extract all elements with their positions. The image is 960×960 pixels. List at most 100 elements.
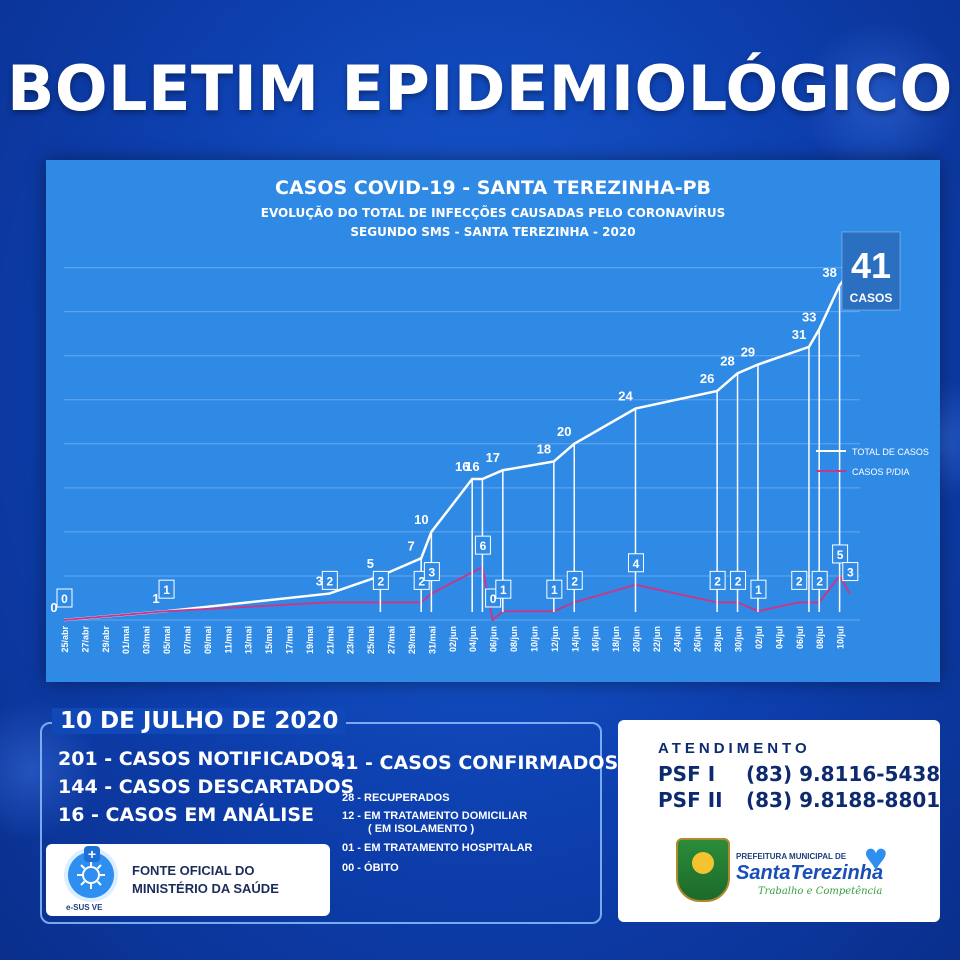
daily-label-box [566,570,583,590]
latest-total-caption: CASOS [850,291,893,305]
source-box: + e-SUS VE FONTE OFICIAL DO MINISTÉRIO D… [46,844,330,916]
contact-box: ATENDIMENTO PSF I (83) 9.8116-5438 PSF I… [618,720,940,922]
x-tick-label: 10/jul [836,626,846,649]
psf1-label: PSF I [658,762,716,786]
x-tick-label: 04/jul [774,626,784,649]
total-data-label: 31 [792,327,806,342]
x-tick-label: 04/jun [468,626,478,652]
total-data-label: 24 [618,389,633,404]
legend-label-daily: CASOS P/DIA [852,467,910,477]
city-crest-logo [676,838,730,902]
psf1-row: PSF I (83) 9.8116-5438 [658,762,940,786]
daily-label-box [730,570,747,590]
logo-slogan: Trabalho e Competência [758,886,883,897]
x-tick-label: 09/mai [203,626,213,654]
chart-panel: CASOS COVID-19 - SANTA TEREZINHA-PB EVOLU… [46,160,940,682]
daily-label-box [474,535,491,555]
total-data-label: 17 [486,450,500,465]
x-tick-label: 08/jul [815,626,825,649]
daily-label-box [627,553,644,573]
x-tick-label: 02/jun [448,626,458,652]
report-date: 10 DE JULHO DE 2020 [52,708,347,734]
x-tick-label: 16/jun [591,626,601,652]
chart-title: CASOS COVID-19 - SANTA TEREZINHA-PB [275,177,711,199]
stat-home-isolation: ( EM ISOLAMENTO ) [368,823,475,835]
virus-icon: + [68,846,114,898]
total-data-label: 26 [700,371,714,386]
x-tick-label: 11/mai [223,626,233,654]
daily-label-box [158,579,175,599]
daily-data-label: 3 [847,566,854,580]
daily-data-label: 2 [378,574,385,588]
daily-label-box [372,570,389,590]
total-data-label: 28 [720,353,734,368]
total-data-label: 38 [822,265,836,280]
daily-label-box [495,579,512,599]
total-data-label: 33 [802,309,816,324]
cases-chart: CASOS COVID-19 - SANTA TEREZINHA-PB EVOLU… [50,177,929,654]
daily-data-label: 3 [429,566,436,580]
app-label: e-SUS VE [66,903,103,912]
daily-data-label: 2 [326,574,333,588]
daily-data-label: 1 [500,583,507,597]
x-tick-label: 18/jun [611,626,621,652]
x-tick-label: 15/mai [264,626,274,654]
x-tick-label: 02/jul [754,626,764,649]
x-tick-label: 27/abr [80,626,90,653]
x-tick-label: 22/jun [652,626,662,652]
daily-label-box [832,544,849,564]
daily-label-box [321,570,338,590]
total-data-label: 10 [414,512,428,527]
stat-hospital: 01 - EM TRATAMENTO HOSPITALAR [342,842,533,854]
legend-label-total: TOTAL DE CASOS [852,447,929,457]
logo-caption: PREFEITURA MUNICIPAL DE [736,852,847,861]
daily-data-label: 5 [837,548,844,562]
daily-data-label: 6 [480,539,487,553]
total-data-label: 1 [152,591,159,606]
x-tick-label: 24/jun [672,626,682,652]
logo-name: SantaTerezinha [736,862,884,884]
x-tick-label: 12/jun [550,626,560,652]
daily-data-label: 2 [571,574,578,588]
stat-deaths: 00 - ÓBITO [342,862,399,874]
stat-in-analysis: 16 - CASOS EM ANÁLISE [58,804,314,826]
x-tick-label: 07/mai [182,626,192,654]
daily-label-box [791,570,808,590]
source-line-2: MINISTÉRIO DA SAÚDE [132,881,279,896]
x-tick-label: 06/jun [489,626,499,652]
daily-label-box [56,588,73,608]
stat-home-treatment: 12 - EM TRATAMENTO DOMICILIAR [342,810,528,822]
daily-data-label: 2 [418,574,425,588]
total-data-label: 16 [465,459,479,474]
x-tick-label: 05/mai [162,626,172,654]
stat-confirmed: 41 - CASOS CONFIRMADOS [332,752,619,774]
daily-data-label: 1 [551,583,558,597]
daily-data-label: 1 [755,583,762,597]
x-tick-label: 23/mai [346,626,356,654]
daily-data-label: 4 [633,557,640,571]
source-line-1: FONTE OFICIAL DO [132,863,255,878]
daily-label-box [546,579,563,599]
contact-title: ATENDIMENTO [658,740,811,757]
x-tick-label: 14/jun [570,626,580,652]
psf2-label: PSF II [658,788,723,812]
x-tick-label: 30/jun [734,626,744,652]
x-tick-label: 21/mai [325,626,335,654]
daily-data-label: 2 [796,574,803,588]
daily-data-label: 1 [163,583,170,597]
daily-data-label: 2 [816,574,823,588]
x-tick-label: 20/jun [631,626,641,652]
psf1-phone[interactable]: (83) 9.8116-5438 [746,762,941,786]
total-data-label: 16 [455,459,469,474]
x-tick-label: 26/jun [693,626,703,652]
psf2-phone[interactable]: (83) 9.8188-8801 [746,788,941,812]
psf2-row: PSF II (83) 9.8188-8801 [658,788,940,812]
total-data-label: 7 [408,538,415,553]
daily-label-box [750,579,767,599]
x-tick-label: 27/mai [387,626,397,654]
x-tick-label: 06/jul [795,626,805,649]
x-tick-label: 19/mai [305,626,315,654]
daily-label-box [811,570,828,590]
x-tick-label: 25/mai [366,626,376,654]
daily-data-label: 0 [490,592,497,606]
